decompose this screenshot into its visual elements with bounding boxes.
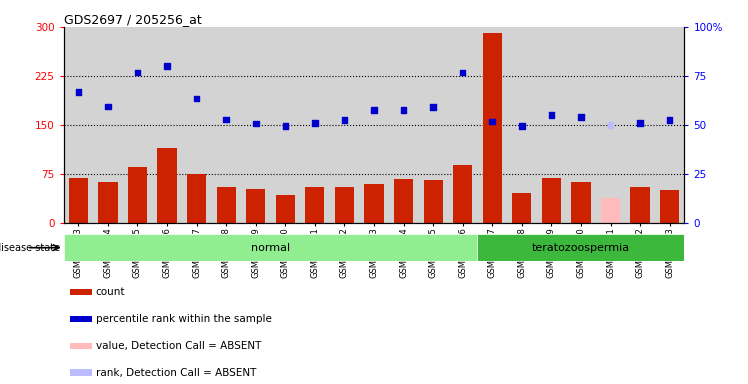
Point [73, 89, 85, 95]
Point [368, 107, 380, 113]
Bar [128, 167, 147, 223]
Bar [601, 198, 620, 223]
Text: disease state: disease state [0, 243, 60, 253]
Bar [98, 182, 117, 223]
Bar [70, 343, 92, 349]
Bar [631, 187, 650, 223]
Text: value, Detection Call = ABSENT: value, Detection Call = ABSENT [96, 341, 261, 351]
Bar [542, 178, 561, 223]
Bar [246, 189, 266, 223]
Bar [477, 234, 684, 261]
Bar [423, 180, 443, 223]
Text: normal: normal [251, 243, 290, 253]
Point [545, 112, 557, 118]
Point [279, 123, 291, 129]
Point [191, 96, 203, 102]
Point [604, 122, 616, 128]
Bar [69, 178, 88, 223]
Text: count: count [96, 287, 126, 297]
Point [427, 104, 439, 110]
Bar [70, 289, 92, 295]
Bar [482, 33, 502, 223]
Point [250, 121, 262, 127]
Bar [305, 187, 325, 223]
Bar [157, 148, 177, 223]
Point [398, 107, 410, 113]
Bar [364, 184, 384, 223]
Point [102, 103, 114, 109]
Bar [571, 182, 591, 223]
Bar [70, 369, 92, 376]
Point [161, 63, 173, 69]
Point [634, 120, 646, 126]
Bar [187, 174, 206, 223]
Bar [335, 187, 354, 223]
Text: percentile rank within the sample: percentile rank within the sample [96, 314, 272, 324]
Bar [512, 194, 531, 223]
Bar [453, 165, 472, 223]
Bar [394, 179, 413, 223]
Bar [64, 234, 477, 261]
Bar [276, 195, 295, 223]
Text: teratozoospermia: teratozoospermia [532, 243, 630, 253]
Point [575, 114, 587, 120]
Point [220, 116, 232, 122]
Point [309, 120, 321, 126]
Point [132, 70, 144, 76]
Text: rank, Detection Call = ABSENT: rank, Detection Call = ABSENT [96, 367, 257, 377]
Bar [70, 316, 92, 322]
Point [486, 118, 498, 124]
Point [338, 117, 350, 123]
Bar [217, 187, 236, 223]
Point [457, 70, 469, 76]
Bar [660, 190, 679, 223]
Text: GDS2697 / 205256_at: GDS2697 / 205256_at [64, 13, 201, 26]
Point [663, 117, 675, 123]
Point [516, 123, 528, 129]
